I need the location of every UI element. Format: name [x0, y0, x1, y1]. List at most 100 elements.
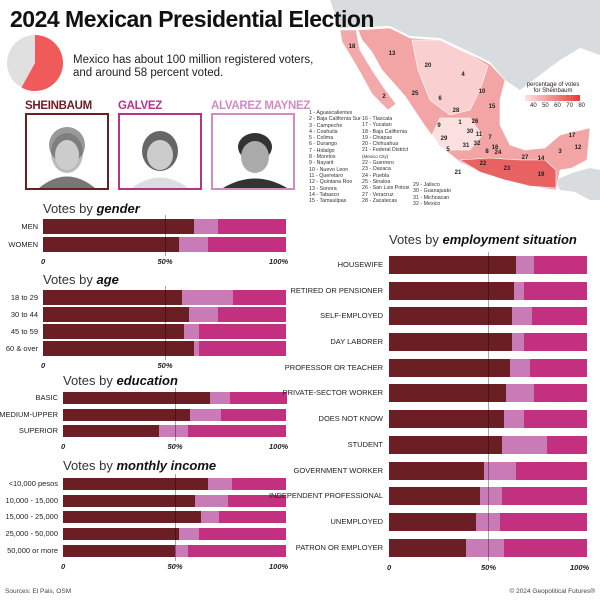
state-list-item: 16 - Tlaxcala — [362, 116, 393, 122]
state-list-item: 10 - Nuevo Leon — [309, 166, 349, 173]
state-number-label: 10 — [479, 89, 486, 95]
bar-segment-sheinbaum — [389, 487, 481, 505]
state-number-label: 20 — [425, 63, 432, 69]
bar-segment-alvarez-maynez — [207, 478, 233, 490]
state-list-item: 18 - Baja California — [362, 128, 408, 135]
bar-segment-alvarez-maynez — [511, 333, 525, 351]
row-label: MEN — [21, 221, 38, 231]
state-number-label: 7 — [488, 135, 492, 141]
row-label: STUDENT — [347, 440, 383, 449]
state-list-item: 7 - Hidalgo — [309, 147, 335, 154]
state-list-item: 22 - Guerrero — [362, 160, 394, 167]
bar-segment-alvarez-maynez — [178, 528, 200, 540]
gridline-50-percent — [164, 286, 166, 360]
state-number-label: 4 — [461, 72, 465, 78]
bar-segment-sheinbaum — [63, 495, 196, 507]
state-number-label: 6 — [438, 96, 442, 102]
state-number-label: 14 — [538, 156, 545, 162]
state-list-item: 3 - Campeche — [309, 122, 343, 129]
state-number-label: 2 — [382, 94, 386, 100]
bar-segment-sheinbaum — [389, 539, 467, 557]
bar-segment-sheinbaum — [63, 545, 175, 557]
state-list-item: 20 - Chihuahua — [362, 141, 399, 148]
bar-segment-sheinbaum — [63, 392, 211, 404]
x-axis-tick: 0 — [41, 361, 46, 370]
bar-segment-alvarez-maynez — [190, 409, 222, 421]
state-number-label: 15 — [489, 104, 496, 110]
bar-segment-galvez — [232, 478, 287, 490]
sources-note: Sources: El Pais, OSM — [5, 588, 72, 595]
gridline-50-percent — [488, 252, 489, 561]
row-label: 25,000 - 50,000 — [5, 529, 58, 538]
state-number-label: 18 — [349, 44, 356, 50]
state-list-item: 32 - Mexico — [413, 200, 441, 207]
bar-segment-sheinbaum — [389, 282, 515, 300]
gridline-50-percent — [174, 388, 176, 441]
bar-segment-sheinbaum — [389, 333, 513, 351]
bar-segment-galvez — [547, 436, 588, 454]
bar-segment-alvarez-maynez — [511, 307, 533, 325]
bar-segment-galvez — [529, 359, 588, 377]
row-label: SELF-EMPLOYED — [320, 311, 383, 320]
bar-segment-sheinbaum — [63, 425, 160, 437]
chart-title-prefix: Votes by — [43, 201, 97, 216]
candidate-name-galvez: GALVEZ — [118, 100, 162, 112]
state-list-item: 23 - Oaxaca — [362, 166, 391, 173]
bar-segment-sheinbaum — [389, 462, 485, 480]
state-list-item: 26 - San Luis Potosi — [362, 185, 410, 192]
state-list-item: 17 - Yucatan — [362, 122, 392, 129]
state-list-item: 2 - Baja California Sur — [309, 116, 361, 123]
bar-segment-sheinbaum — [389, 410, 505, 428]
bar-segment-sheinbaum — [43, 324, 185, 339]
state-list-item: 14 - Tabasco — [309, 191, 340, 198]
bar-segment-alvarez-maynez — [158, 425, 189, 437]
bar-segment-galvez — [533, 384, 588, 402]
state-number-label: 28 — [453, 108, 460, 114]
intro-text: Mexico has about 100 million registered … — [73, 54, 313, 80]
photo-sheinbaum — [25, 113, 109, 190]
bar-segment-galvez — [533, 256, 588, 274]
row-label: PATRON OR EMPLOYER — [295, 543, 383, 552]
state-number-label: 32 — [474, 141, 481, 147]
bar-segment-galvez — [501, 487, 588, 505]
state-list-item: 25 - Sinaloa — [362, 178, 391, 185]
state-list-item: 12 - Quintana Roo — [309, 179, 353, 186]
row-label: 45 to 59 — [10, 326, 38, 336]
row-label: HOUSEWIFE — [337, 260, 383, 269]
state-number-label: 9 — [437, 123, 441, 129]
us-landmass — [330, 0, 600, 90]
chart-title-prefix: Votes by — [63, 373, 117, 388]
state-list-item: 28 - Zacatecas — [362, 197, 398, 204]
state-number-label: 17 — [569, 133, 576, 139]
bar-segment-alvarez-maynez — [193, 341, 200, 356]
bar-segment-galvez — [219, 511, 287, 523]
legend-tick: 50 — [542, 103, 549, 109]
bar-segment-alvarez-maynez — [183, 324, 200, 339]
row-label: GOVERNMENT WORKER — [293, 466, 383, 475]
bar-segment-galvez — [523, 333, 588, 351]
bar-segment-alvarez-maynez — [179, 237, 209, 252]
copyright-note: © 2024 Geopolitical Futures® — [509, 588, 595, 595]
row-label: SUPERIOR — [18, 426, 58, 435]
state-list-column-1: 1 - Aguascalientes 2 - Baja California Su… — [309, 110, 361, 204]
bar-segment-sheinbaum — [43, 219, 195, 234]
state-list-item: 15 - Tamaulipas — [309, 198, 347, 205]
bar-segment-alvarez-maynez — [484, 462, 517, 480]
southern-states-dark — [459, 157, 557, 189]
bar-segment-galvez — [187, 425, 287, 437]
bar-segment-sheinbaum — [43, 307, 190, 322]
x-axis-tick: 50% — [157, 361, 173, 370]
chart-title: Votes by gender — [43, 201, 140, 216]
state-number-label: 29 — [441, 136, 448, 142]
state-list-item: 4 - Coahuila — [309, 128, 338, 135]
state-list-item: 11 - Queretaro — [309, 172, 344, 179]
state-list-item: 9 - Nayarit — [309, 160, 334, 167]
gridline-50-percent — [174, 474, 176, 561]
bar-segment-alvarez-maynez — [476, 513, 501, 531]
state-number-label: 30 — [467, 129, 474, 135]
state-number-label: 1 — [458, 120, 462, 126]
bar-segment-galvez — [531, 307, 588, 325]
bar-segment-galvez — [217, 307, 287, 322]
bar-segment-galvez — [503, 539, 588, 557]
state-number-label: 19 — [538, 172, 545, 178]
